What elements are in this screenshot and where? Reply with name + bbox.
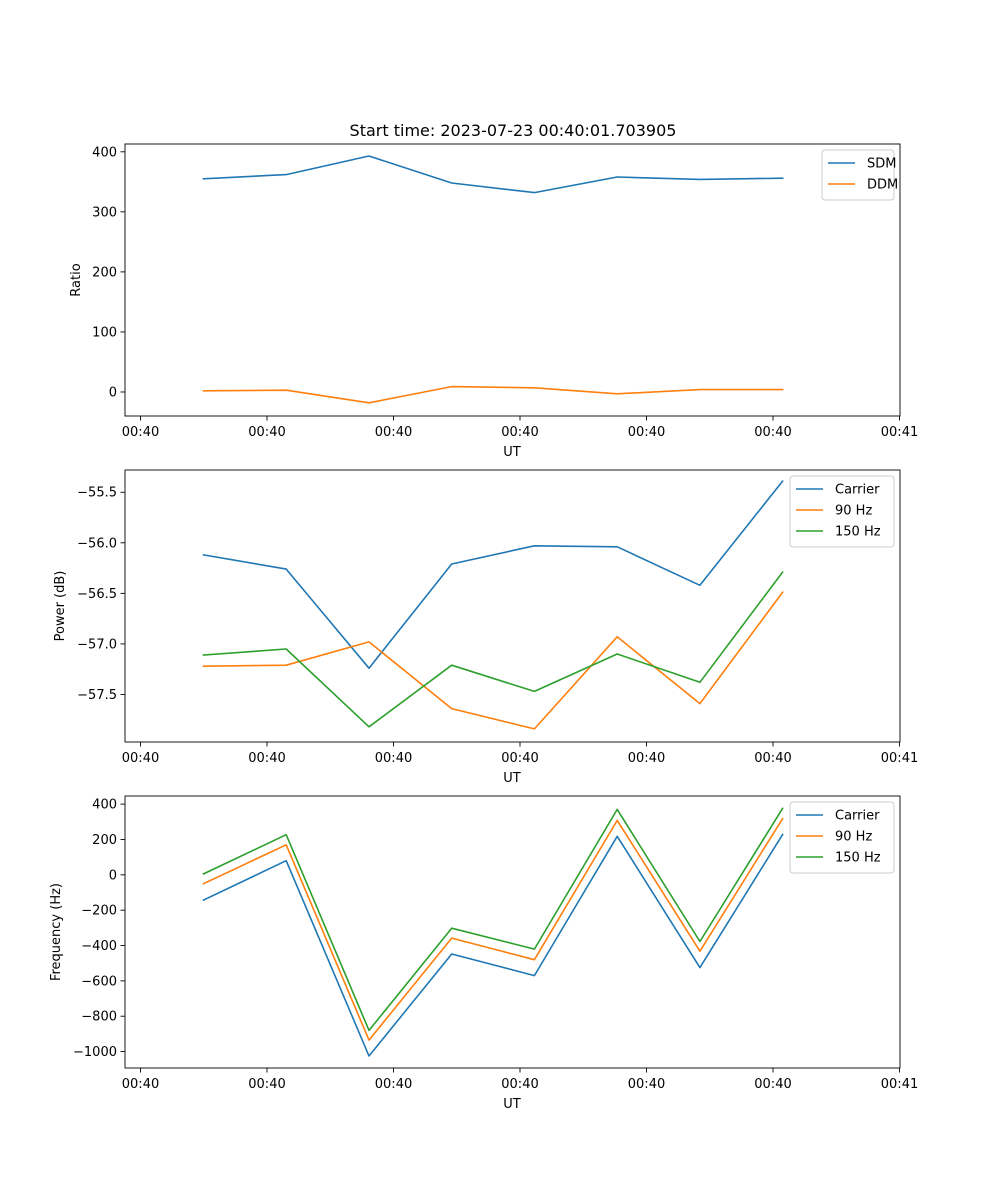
- x-tick-label: 00:40: [501, 1077, 538, 1092]
- x-tick-label: 00:40: [628, 1077, 665, 1092]
- x-tick-label: 00:41: [881, 751, 918, 766]
- panels: 00:40 00:40 00:40 00:40 00:40 00:40 00:41 UT 0 10…: [49, 143, 918, 1112]
- x-tick-label: 00:40: [628, 751, 665, 766]
- x-tick-label: 00:40: [248, 751, 285, 766]
- x-tick-label: 00:40: [375, 751, 412, 766]
- series-line-carrier: [202, 479, 784, 670]
- series-line-carrier: [202, 833, 784, 1057]
- series-line-90-hz: [202, 817, 784, 1041]
- legend-label: SDM: [867, 157, 896, 172]
- axes-frame: [124, 469, 901, 743]
- legend: Carrier 90 Hz 150 Hz: [789, 801, 895, 874]
- chart-panel-2: 00:40 00:40 00:40 00:40 00:40 00:40 00:41 UT −57…: [53, 469, 918, 786]
- y-axis-label: Power (dB): [53, 571, 68, 642]
- x-tick-label: 00:40: [122, 751, 159, 766]
- x-tick-label: 00:40: [628, 425, 665, 440]
- x-tick-label: 00:40: [754, 751, 791, 766]
- legend-label: Carrier: [835, 809, 880, 824]
- y-tick-label: −1000: [73, 1045, 117, 1060]
- y-tick-label: −200: [81, 904, 117, 919]
- legend-label: 90 Hz: [835, 830, 872, 845]
- legend: SDM DDM: [821, 149, 898, 201]
- y-axis-label: Ratio: [69, 263, 84, 296]
- y-tick-label: −600: [81, 974, 117, 989]
- axes-frame: [124, 795, 901, 1069]
- legend-label: Carrier: [835, 483, 880, 498]
- legend-label: 150 Hz: [835, 525, 881, 540]
- x-tick-label: 00:40: [501, 425, 538, 440]
- y-tick-label: −400: [81, 939, 117, 954]
- chart-panel-3: 00:40 00:40 00:40 00:40 00:40 00:40 00:41 UT −10…: [49, 795, 918, 1112]
- figure-title: Start time: 2023-07-23 00:40:01.703905: [350, 121, 677, 140]
- y-tick-label: 0: [109, 385, 117, 400]
- series-line-150-hz: [202, 570, 784, 728]
- x-tick-label: 00:40: [375, 425, 412, 440]
- x-tick-label: 00:40: [122, 425, 159, 440]
- x-tick-label: 00:40: [501, 751, 538, 766]
- x-axis-label: UT: [503, 771, 521, 786]
- x-tick-label: 00:40: [122, 1077, 159, 1092]
- x-tick-label: 00:40: [375, 1077, 412, 1092]
- x-tick-label: 00:41: [881, 425, 918, 440]
- x-tick-label: 00:40: [754, 1077, 791, 1092]
- y-tick-label: −56.0: [77, 536, 117, 551]
- legend: Carrier 90 Hz 150 Hz: [789, 475, 895, 548]
- y-tick-label: 0: [109, 868, 117, 883]
- legend-label: 150 Hz: [835, 851, 881, 866]
- series-line-150-hz: [202, 807, 784, 1032]
- x-axis-label: UT: [503, 445, 521, 460]
- y-tick-label: 300: [92, 205, 117, 220]
- legend-label: DDM: [867, 178, 898, 193]
- legend-box: [789, 801, 895, 874]
- chart-panel-1: 00:40 00:40 00:40 00:40 00:40 00:40 00:41 UT 0 10…: [69, 143, 918, 460]
- y-tick-label: 200: [92, 833, 117, 848]
- series-line-sdm: [202, 155, 784, 194]
- legend-label: 90 Hz: [835, 504, 872, 519]
- y-tick-label: 400: [92, 798, 117, 813]
- x-tick-label: 00:40: [248, 1077, 285, 1092]
- y-tick-label: −57.5: [77, 688, 117, 703]
- x-tick-label: 00:41: [881, 1077, 918, 1092]
- y-tick-label: −55.5: [77, 486, 117, 501]
- x-tick-label: 00:40: [754, 425, 791, 440]
- y-tick-label: 200: [92, 265, 117, 280]
- legend-box: [789, 475, 895, 548]
- y-tick-label: 400: [92, 145, 117, 160]
- y-axis-label: Frequency (Hz): [49, 883, 64, 981]
- y-tick-label: −800: [81, 1010, 117, 1025]
- x-axis-label: UT: [503, 1097, 521, 1112]
- x-tick-label: 00:40: [248, 425, 285, 440]
- y-tick-label: −56.5: [77, 587, 117, 602]
- series-line-ddm: [202, 385, 784, 404]
- y-tick-label: 100: [92, 325, 117, 340]
- y-tick-label: −57.0: [77, 637, 117, 652]
- axes-frame: [124, 143, 901, 417]
